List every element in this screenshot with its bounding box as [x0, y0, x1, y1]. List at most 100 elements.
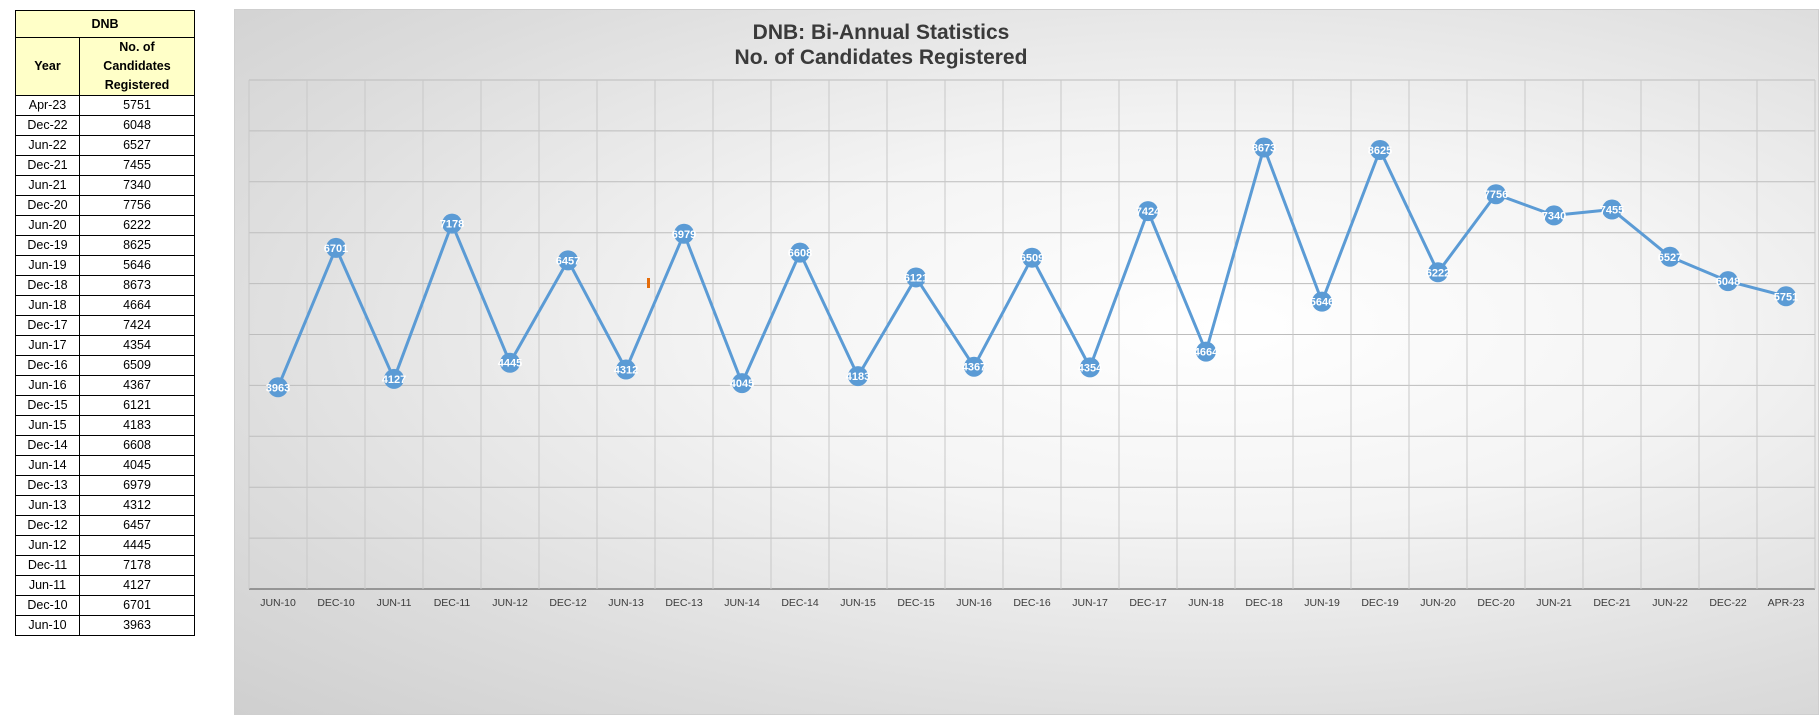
chart-title-line-1: DNB: Bi-Annual Statistics	[753, 21, 1010, 44]
data-point	[1544, 205, 1564, 226]
table-row: Dec-16 6509	[15, 355, 195, 376]
table-cell-year: Dec-21	[15, 155, 80, 176]
table-cell-year: Apr-23	[15, 95, 80, 116]
table-row: Jun-18 4664	[15, 295, 195, 316]
table-cell-count: 4445	[79, 535, 195, 556]
data-label: 3963	[266, 382, 290, 394]
data-series	[268, 137, 1796, 398]
data-label: 8625	[1368, 145, 1392, 157]
data-label: 4183	[846, 371, 870, 383]
chart-area: DNB: Bi-Annual Statistics No. of Candida…	[234, 9, 1819, 715]
table-cell-count: 8673	[79, 275, 195, 296]
data-table: DNB Year No. of Candidates Registered Ap…	[15, 10, 195, 636]
table-cell-year: Dec-17	[15, 315, 80, 336]
x-tick-label: JUN-16	[956, 597, 992, 609]
table-row: Jun-11 4127	[15, 575, 195, 596]
table-row: Jun-15 4183	[15, 415, 195, 436]
data-point	[1312, 291, 1332, 312]
data-labels: 3963 6701 4127 7178 4445 6457 4312 6979 4045 6608…	[266, 143, 1798, 395]
table-row: Dec-21 7455	[15, 155, 195, 176]
table-cell-year: Dec-15	[15, 395, 80, 416]
table-row: Dec-22 6048	[15, 115, 195, 136]
table-cell-count: 4312	[79, 495, 195, 516]
table-cell-count: 4127	[79, 575, 195, 596]
table-cell-year: Dec-13	[15, 475, 80, 496]
data-label: 6527	[1658, 252, 1682, 264]
table-cell-year: Jun-13	[15, 495, 80, 516]
table-row: Apr-23 5751	[15, 95, 195, 116]
x-tick-label: JUN-10	[260, 597, 296, 609]
x-tick-label: JUN-22	[1652, 597, 1688, 609]
chart-title-line-2: No. of Candidates Registered	[735, 46, 1028, 69]
line-chart: DNB: Bi-Annual Statistics No. of Candida…	[248, 21, 1816, 609]
x-tick-label: JUN-18	[1188, 597, 1224, 609]
table-cell-count: 6121	[79, 395, 195, 416]
gridlines	[248, 79, 1816, 590]
data-point	[384, 368, 404, 389]
table-cell-count: 6701	[79, 595, 195, 616]
data-point	[1022, 247, 1042, 268]
x-tick-label: DEC-21	[1593, 597, 1631, 609]
table-row: Dec-18 8673	[15, 275, 195, 296]
x-tick-label: JUN-14	[724, 597, 760, 609]
x-tick-label: DEC-12	[549, 597, 587, 609]
x-tick-label: DEC-15	[897, 597, 935, 609]
data-point	[790, 242, 810, 263]
table-cell-count: 7756	[79, 195, 195, 216]
table-cell-count: 6608	[79, 435, 195, 456]
table-cell-count: 4183	[79, 415, 195, 436]
data-label: 7340	[1542, 210, 1566, 222]
x-tick-label: DEC-19	[1361, 597, 1399, 609]
x-axis: JUN-10 DEC-10 JUN-11 DEC-11 JUN-12 DEC-12 JUN-…	[260, 597, 1804, 609]
data-point	[616, 359, 636, 380]
data-point	[500, 352, 520, 373]
x-tick-label: JUN-19	[1304, 597, 1340, 609]
table-cell-year: Dec-16	[15, 355, 80, 376]
table-row: Jun-13 4312	[15, 495, 195, 516]
table-cell-year: Jun-17	[15, 335, 80, 356]
table-row: Jun-22 6527	[15, 135, 195, 156]
x-tick-label: JUN-15	[840, 597, 876, 609]
data-label: 4664	[1194, 347, 1219, 359]
table-cell-count: 7455	[79, 155, 195, 176]
data-point	[442, 213, 462, 234]
table-cell-year: Jun-15	[15, 415, 80, 436]
data-label: 4367	[962, 362, 986, 374]
table-cell-year: Jun-18	[15, 295, 80, 316]
table-row: Jun-20 6222	[15, 215, 195, 236]
table-header-count: No. of Candidates Registered	[79, 37, 195, 96]
table-header-count-line: Registered	[104, 78, 170, 92]
data-point	[1602, 199, 1622, 220]
x-tick-label: APR-23	[1768, 597, 1805, 609]
data-point	[848, 366, 868, 387]
data-point	[1080, 357, 1100, 378]
table-row: Dec-19 8625	[15, 235, 195, 256]
table-header-count-line: No. of	[119, 40, 155, 54]
table-header-count-line: Candidates	[103, 59, 171, 73]
data-label: 7756	[1484, 189, 1508, 201]
table-cell-count: 6509	[79, 355, 195, 376]
table-title: DNB	[15, 10, 195, 38]
table-cell-year: Dec-10	[15, 595, 80, 616]
table-row: Dec-20 7756	[15, 195, 195, 216]
x-tick-label: JUN-21	[1536, 597, 1572, 609]
table-row: Dec-12 6457	[15, 515, 195, 536]
table-cell-year: Dec-14	[15, 435, 80, 456]
data-point	[1138, 201, 1158, 222]
table-row: Dec-17 7424	[15, 315, 195, 336]
data-label: 7424	[1136, 206, 1161, 218]
table-cell-year: Dec-11	[15, 555, 80, 576]
data-point	[558, 250, 578, 271]
table-cell-year: Jun-14	[15, 455, 80, 476]
x-tick-label: DEC-18	[1245, 597, 1283, 609]
table-cell-year: Jun-10	[15, 615, 80, 636]
x-tick-label: DEC-20	[1477, 597, 1515, 609]
table-cell-year: Dec-12	[15, 515, 80, 536]
table-cell-count: 5646	[79, 255, 195, 276]
data-point	[1660, 246, 1680, 267]
table-row: Jun-19 5646	[15, 255, 195, 276]
data-point	[906, 267, 926, 288]
table-cell-count: 3963	[79, 615, 195, 636]
data-label: 4127	[382, 374, 406, 386]
table-row: Dec-10 6701	[15, 595, 195, 616]
